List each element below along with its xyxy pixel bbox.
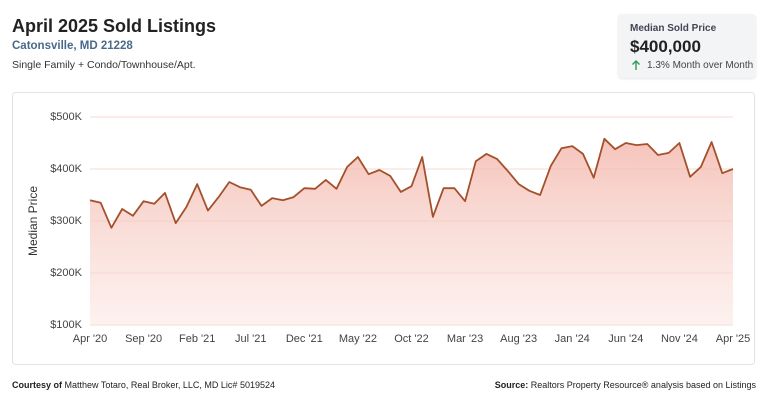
credit-label: Courtesy of (12, 380, 63, 390)
x-tick-label: Feb '21 (179, 333, 215, 345)
x-tick-label: Mar '23 (447, 333, 483, 345)
title: April 2025 Sold Listings (12, 16, 217, 36)
x-tick-label: Oct '22 (394, 333, 429, 345)
y-tick-label: $200K (50, 267, 82, 279)
source: Source: Realtors Property Resource® anal… (495, 380, 756, 390)
up-arrow-icon (632, 60, 640, 70)
location: Catonsville, MD 21228 (12, 40, 133, 52)
credit: Courtesy of Matthew Totaro, Real Broker,… (12, 380, 275, 390)
x-tick-label: May '22 (339, 333, 377, 345)
source-label: Source: (494, 380, 529, 390)
x-tick-label: Apr '25 (716, 333, 751, 345)
x-tick-label: Dec '21 (286, 333, 323, 345)
x-tick-label: Jun '24 (608, 333, 643, 345)
y-tick-label: $100K (50, 319, 82, 331)
credit-text: Matthew Totaro, Real Broker, LLC, MD Lic… (64, 380, 275, 390)
x-tick-label: Jul '21 (235, 333, 266, 345)
x-tick-label: Nov '24 (661, 333, 698, 345)
x-tick-label: Aug '23 (500, 333, 537, 345)
summary-value: $400,000 (630, 37, 701, 56)
x-tick-label: Sep '20 (125, 333, 162, 345)
summary-card: Median Sold Price $400,000 1.3% Month ov… (618, 14, 756, 78)
summary-label: Median Sold Price (630, 23, 717, 34)
y-tick-label: $500K (50, 111, 82, 123)
property-types: Single Family + Condo/Townhouse/Apt. (12, 59, 196, 71)
source-text: Realtors Property Resource® analysis bas… (530, 380, 756, 390)
y-tick-label: $400K (50, 163, 82, 175)
line (89, 137, 734, 229)
x-tick-label: Jan '24 (555, 333, 590, 345)
y-axis-label: Median Price (26, 186, 40, 256)
summary-change: 1.3% Month over Month (647, 60, 754, 71)
x-tick-label: Apr '20 (73, 333, 108, 345)
y-tick-label: $300K (50, 215, 82, 227)
area (90, 138, 733, 325)
